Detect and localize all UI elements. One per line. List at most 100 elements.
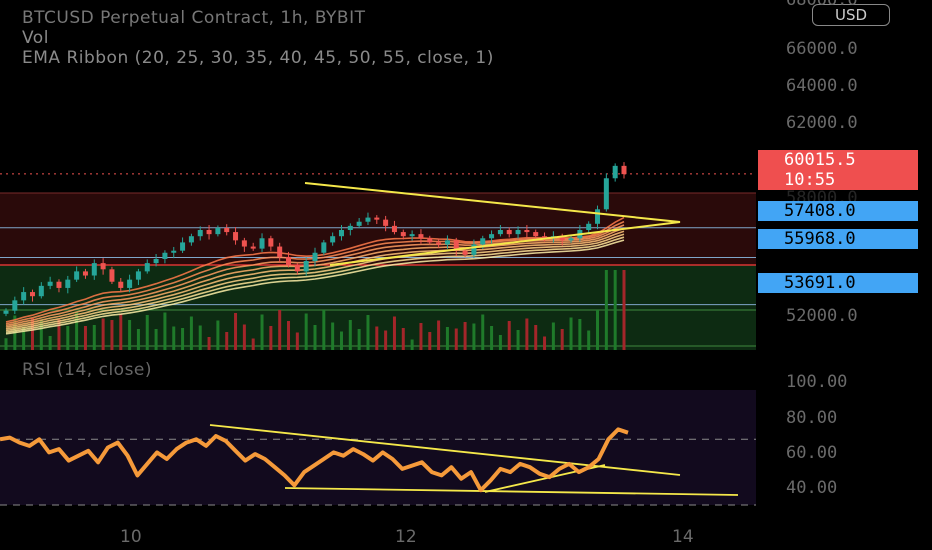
candle	[162, 252, 168, 259]
candle	[47, 281, 53, 286]
ema-ribbon-line	[5, 233, 625, 332]
volume-bar	[119, 313, 123, 350]
candle	[153, 258, 159, 264]
candle	[506, 230, 512, 235]
ema-ribbon-label: EMA Ribbon (20, 25, 30, 35, 40, 45, 50, …	[22, 48, 494, 68]
volume-bar	[348, 320, 352, 350]
volume-bar	[551, 322, 555, 350]
candle	[250, 246, 256, 249]
price-level-tag[interactable]: 57408.0	[758, 201, 918, 221]
candle	[480, 238, 486, 245]
volume-bar	[445, 327, 449, 350]
volume-bar	[490, 326, 494, 350]
volume-bar	[57, 319, 61, 350]
volume-bar	[384, 330, 388, 350]
candle	[533, 232, 539, 237]
candle	[144, 263, 150, 272]
volume-bar	[357, 329, 361, 350]
volume-bar	[401, 328, 405, 350]
candle	[259, 238, 265, 249]
candle	[427, 238, 433, 243]
candle	[303, 261, 309, 272]
volume-bar	[613, 270, 617, 350]
candle	[180, 242, 186, 251]
candle	[542, 236, 548, 239]
volume-bar	[410, 339, 414, 350]
price-tick: 68000.0	[786, 0, 858, 10]
candle	[400, 232, 406, 237]
volume-bar	[163, 312, 167, 350]
candle	[38, 285, 44, 297]
candle	[127, 279, 133, 288]
candle	[453, 240, 459, 251]
candle	[286, 256, 292, 266]
candle	[241, 240, 247, 247]
volume-bar	[39, 319, 43, 350]
volume-bar	[198, 325, 202, 350]
volume-bar	[516, 330, 520, 350]
volume-bar	[578, 319, 582, 350]
candle	[21, 292, 27, 301]
candle	[383, 219, 389, 226]
candle	[171, 250, 177, 253]
volume-bar	[534, 325, 538, 350]
rsi-tick: 60.00	[786, 443, 838, 463]
volume-bar	[419, 323, 423, 350]
ema-ribbon-line	[5, 236, 625, 333]
price-level-tag[interactable]: 53691.0	[758, 273, 918, 293]
volume-bar	[260, 314, 264, 350]
volume-bar	[216, 320, 220, 350]
price-level-tag[interactable]: 55968.0	[758, 229, 918, 249]
candle	[391, 225, 397, 233]
candle	[233, 232, 239, 241]
candle	[321, 242, 327, 253]
volume-bar	[189, 316, 193, 350]
volume-bar	[596, 310, 600, 350]
candle	[118, 281, 124, 288]
current-price-tag: 60015.5	[758, 150, 918, 170]
volume-bar	[428, 332, 432, 350]
candle	[603, 178, 609, 210]
volume-bar	[313, 325, 317, 350]
volume-bar	[304, 313, 308, 350]
price-tick: 66000.0	[786, 39, 858, 59]
volume-bar	[375, 326, 379, 350]
candle	[294, 265, 300, 272]
candle	[65, 279, 71, 288]
candle	[29, 292, 35, 297]
candle	[74, 271, 80, 280]
volume-bar	[234, 313, 238, 350]
volume-bar	[587, 330, 591, 350]
candle-countdown: 10:55	[758, 170, 918, 190]
candle	[374, 217, 380, 220]
candle	[356, 221, 362, 226]
currency-button[interactable]: USD	[812, 4, 890, 26]
volume-bar	[604, 270, 608, 350]
candle	[418, 234, 424, 239]
candle	[100, 263, 106, 270]
volume-bar	[622, 270, 626, 350]
volume-bar	[110, 320, 114, 350]
volume-bar	[48, 336, 52, 350]
volume-bar	[154, 329, 158, 350]
volume-bar	[366, 315, 370, 350]
candle	[444, 240, 450, 245]
volume-bar	[225, 332, 229, 350]
volume-bar	[269, 326, 273, 350]
candle	[568, 238, 574, 241]
candle	[312, 252, 318, 262]
volume-bar	[278, 310, 282, 350]
volume-bar	[569, 317, 573, 350]
candle	[277, 246, 283, 257]
time-tick: 12	[395, 527, 417, 547]
candle	[206, 230, 212, 235]
volume-indicator-label: Vol	[22, 28, 49, 48]
candle	[91, 263, 97, 276]
volume-bar	[331, 322, 335, 350]
volume-bar	[295, 332, 299, 350]
volume-bar	[454, 328, 458, 350]
candle	[338, 230, 344, 237]
volume-bar	[251, 338, 255, 350]
